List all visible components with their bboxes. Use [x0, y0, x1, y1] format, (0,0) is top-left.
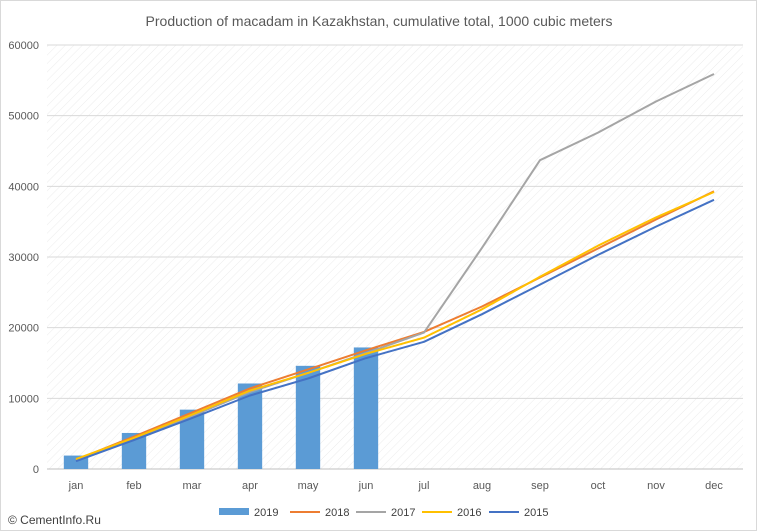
- x-tick-label-apr: apr: [242, 480, 258, 492]
- legend-label-2016: 2016: [457, 507, 481, 519]
- credit: © CementInfo.Ru: [8, 513, 101, 527]
- legend-item-2015: 2015: [489, 507, 548, 519]
- chart-title: Production of macadam in Kazakhstan, cum…: [146, 13, 613, 29]
- x-tick-label-mar: mar: [183, 480, 202, 492]
- y-tick-label: 0: [33, 464, 39, 476]
- legend-label-2017: 2017: [391, 507, 415, 519]
- y-tick-label: 50000: [8, 111, 39, 123]
- y-axis: 0 10000 20000 30000 40000 50000 60000: [8, 40, 39, 476]
- x-tick-label-sep: sep: [531, 480, 549, 492]
- x-tick-label-feb: feb: [126, 480, 141, 492]
- legend-item-2016: 2016: [422, 507, 481, 519]
- legend-swatch-2019: [219, 508, 249, 515]
- x-tick-label-oct: oct: [591, 480, 606, 492]
- bar-series: [63, 347, 379, 469]
- x-axis: jan feb mar apr may jun jul aug sep oct nov dec: [68, 480, 724, 492]
- bar-2019-jun: [353, 347, 379, 469]
- legend-item-2019: 2019: [219, 507, 278, 519]
- legend-label-2019: 2019: [254, 507, 278, 519]
- legend-item-2017: 2017: [356, 507, 415, 519]
- x-tick-label-jul: jul: [417, 480, 429, 492]
- x-tick-label-nov: nov: [647, 480, 665, 492]
- x-tick-label-aug: aug: [473, 480, 491, 492]
- legend: 2019 2018 2017 2016 2015: [219, 507, 548, 519]
- line-2015: [75, 198, 715, 463]
- line-2018: [75, 190, 715, 461]
- legend-item-2018: 2018: [290, 507, 349, 519]
- grid-lines: [47, 44, 743, 470]
- y-tick-label: 30000: [8, 252, 39, 264]
- line-series: [75, 73, 715, 463]
- legend-label-2018: 2018: [325, 507, 349, 519]
- credit-text: © CementInfo.Ru: [8, 513, 101, 527]
- y-tick-label: 40000: [8, 181, 39, 193]
- legend-label-2015: 2015: [524, 507, 548, 519]
- x-tick-label-dec: dec: [705, 480, 723, 492]
- y-tick-label: 60000: [8, 40, 39, 52]
- x-tick-label-may: may: [298, 480, 319, 492]
- y-tick-label: 20000: [8, 323, 39, 335]
- bar-2019-may: [295, 365, 321, 469]
- x-tick-label-jun: jun: [358, 480, 374, 492]
- line-2016: [75, 191, 715, 461]
- line-2017: [75, 73, 715, 462]
- x-tick-label-jan: jan: [68, 480, 84, 492]
- y-tick-label: 10000: [8, 393, 39, 405]
